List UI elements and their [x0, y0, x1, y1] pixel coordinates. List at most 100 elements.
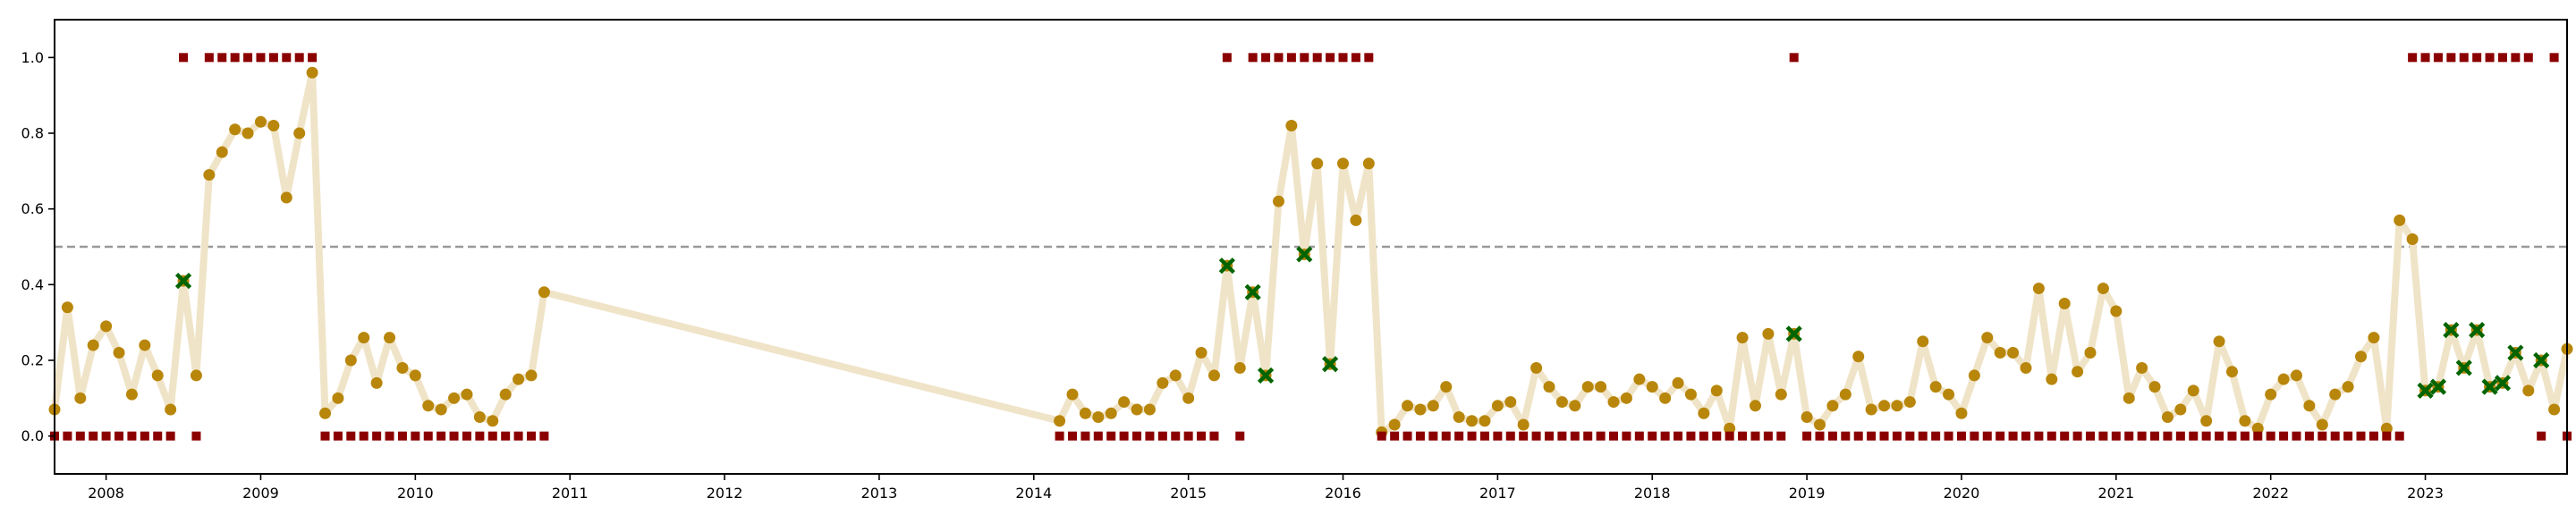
- true-label-marker: [2046, 431, 2056, 441]
- true-label-marker: [1505, 431, 1515, 441]
- true-label-marker: [1197, 431, 1207, 441]
- true-label-marker: [1479, 431, 1489, 441]
- true-label-marker: [1544, 431, 1554, 441]
- true-label-marker: [294, 53, 304, 63]
- y-tick-label: 0.2: [21, 352, 44, 369]
- true-label-marker: [2060, 431, 2070, 441]
- true-label-marker: [1570, 431, 1580, 441]
- probability-point: [358, 332, 370, 344]
- probability-point: [1981, 332, 1994, 344]
- true-label-marker: [2511, 53, 2521, 63]
- true-label-marker: [308, 53, 318, 63]
- probability-point: [2265, 388, 2277, 401]
- true-label-marker: [436, 431, 446, 441]
- probability-point: [2072, 366, 2084, 378]
- probability-point: [1105, 407, 1117, 419]
- true-label-marker: [2215, 431, 2224, 441]
- true-label-marker: [1648, 431, 1657, 441]
- probability-point: [254, 115, 267, 128]
- probability-point: [1157, 376, 1169, 389]
- probability-point: [216, 146, 228, 158]
- true-label-marker: [1699, 431, 1708, 441]
- true-label-marker: [2201, 431, 2211, 441]
- probability-point: [1092, 411, 1105, 423]
- true-label-marker: [1853, 431, 1863, 441]
- probability-point: [280, 191, 292, 204]
- true-label-marker: [1879, 431, 1889, 441]
- true-label-marker: [1326, 53, 1335, 63]
- plot-frame: [54, 19, 2568, 475]
- true-label-marker: [256, 53, 266, 63]
- y-tick-label: 0.6: [21, 200, 44, 217]
- true-label-marker: [2279, 431, 2289, 441]
- probability-point: [461, 388, 473, 401]
- true-label-marker: [385, 431, 394, 441]
- probability-point: [384, 332, 396, 344]
- probability-point: [1968, 369, 1980, 382]
- true-label-marker: [1944, 431, 1953, 441]
- true-label-marker: [153, 431, 163, 441]
- probability-point: [306, 66, 318, 79]
- true-label-marker: [1712, 431, 1722, 441]
- true-label-marker: [1724, 431, 1734, 441]
- true-label-marker: [204, 53, 214, 63]
- true-label-marker: [165, 431, 175, 441]
- true-label-marker: [2318, 431, 2327, 441]
- true-label-marker: [1402, 431, 1412, 441]
- true-label-marker: [320, 431, 330, 441]
- x-tick-label: 2009: [242, 485, 279, 502]
- true-label-marker: [2472, 53, 2482, 63]
- probability-point: [165, 403, 177, 416]
- true-label-marker: [2304, 431, 2314, 441]
- probability-point: [267, 120, 280, 132]
- probability-point: [2239, 415, 2251, 427]
- probability-point: [2394, 214, 2406, 226]
- probability-point: [2174, 403, 2187, 416]
- true-label-marker: [2420, 53, 2430, 63]
- true-label-marker: [2189, 431, 2199, 441]
- true-label-marker: [114, 431, 124, 441]
- flagged-marker: [2469, 322, 2486, 339]
- probability-point: [2058, 298, 2071, 309]
- probability-point: [1182, 392, 1195, 404]
- probability-point: [87, 339, 99, 351]
- true-label-marker: [1364, 53, 1374, 63]
- probability-point: [2187, 384, 2199, 397]
- true-label-marker: [2111, 431, 2121, 441]
- true-label-marker: [1235, 431, 1245, 441]
- probability-point: [1775, 388, 1787, 401]
- probability-point: [2123, 392, 2135, 404]
- probability-point: [2277, 373, 2290, 385]
- true-label-marker: [359, 431, 369, 441]
- probability-point: [2020, 361, 2032, 374]
- true-label-marker: [539, 431, 549, 441]
- probability-point: [1131, 403, 1143, 416]
- probability-point: [2290, 369, 2302, 382]
- true-label-marker: [2163, 431, 2173, 441]
- x-tick-label: 2019: [1789, 485, 1826, 502]
- true-label-marker: [1557, 431, 1567, 441]
- true-label-marker: [2330, 431, 2340, 441]
- true-label-marker: [2343, 431, 2353, 441]
- probability-point: [2251, 422, 2264, 435]
- true-label-marker: [2008, 431, 2018, 441]
- x-tick-label: 2008: [88, 485, 124, 502]
- probability-point: [2368, 332, 2380, 344]
- probability-point: [100, 320, 113, 333]
- true-label-marker: [1377, 431, 1386, 441]
- x-tick-label: 2023: [2407, 485, 2444, 502]
- true-label-marker: [1286, 53, 1296, 63]
- probability-point: [2316, 418, 2328, 431]
- probability-point: [203, 169, 216, 182]
- probability-point: [2136, 361, 2148, 374]
- true-label-marker: [1068, 431, 1078, 441]
- probability-line-layer: [51, 69, 2571, 436]
- flagged-layer: [174, 246, 2550, 399]
- probability-point: [332, 392, 344, 404]
- probability-point: [1929, 381, 1942, 393]
- true-label-marker: [1827, 431, 1837, 441]
- true-label-marker: [101, 431, 111, 441]
- probability-point: [1852, 350, 1865, 363]
- true-label-marker: [191, 431, 201, 441]
- probability-point: [125, 388, 138, 401]
